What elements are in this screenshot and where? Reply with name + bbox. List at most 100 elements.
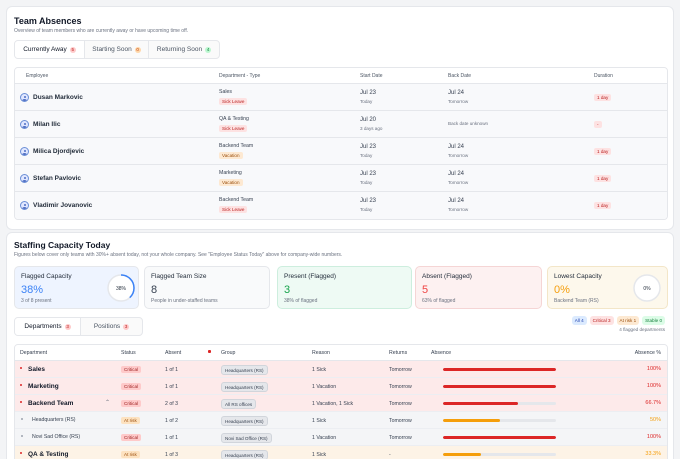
tab-count: 0 bbox=[134, 46, 141, 53]
back-date-relative: Tomorrow bbox=[448, 99, 469, 104]
status-filter-chip[interactable]: Stable 0 bbox=[642, 316, 665, 325]
absence-row[interactable]: Dusan Markovic Sales Sick Leave Jul 23 T… bbox=[15, 84, 667, 111]
status-filter-chip[interactable]: All 4 bbox=[571, 316, 587, 325]
start-date-relative: Today bbox=[360, 207, 373, 212]
absence-progress-fill bbox=[443, 453, 481, 456]
ring-label: 0% bbox=[643, 286, 651, 292]
employee-name[interactable]: Stefan Pavlovic bbox=[33, 175, 82, 182]
tab-departments[interactable]: Departments 3 bbox=[15, 318, 81, 335]
department-row[interactable]: Backend Team ⌃ Critical 2 of 3 All RS of… bbox=[15, 395, 667, 412]
absent-count: 2 of 3 bbox=[165, 400, 178, 407]
employee-name[interactable]: Milan Ilic bbox=[33, 121, 61, 128]
duration-badge: - bbox=[594, 121, 602, 128]
absence-reason: 1 Vacation bbox=[312, 434, 337, 441]
department-name[interactable]: Backend Team bbox=[28, 400, 74, 407]
ring-label: 38% bbox=[116, 286, 127, 292]
department-name[interactable]: Headquarters (RS) bbox=[32, 417, 76, 423]
col-back-date[interactable]: Back Date bbox=[448, 72, 472, 79]
absence-reason: 1 Sick bbox=[312, 417, 327, 424]
staffing-subtitle: Figures below cover only teams with 30%+… bbox=[14, 252, 343, 258]
user-avatar-icon bbox=[20, 201, 29, 210]
col-employee[interactable]: Employee bbox=[26, 72, 49, 79]
department-row[interactable]: QA & Testing At risk 1 of 3 Headquarters… bbox=[15, 446, 667, 459]
returns-date: Tomorrow bbox=[389, 400, 412, 407]
kpi-present-flagged: Present (Flagged) 3 38% of flagged bbox=[277, 266, 412, 309]
department-name[interactable]: Novi Sad Office (RS) bbox=[32, 434, 81, 440]
tab-starting-soon[interactable]: Starting Soon 0 bbox=[85, 41, 149, 58]
absence-percent: 100% bbox=[646, 366, 661, 372]
group-badge: All RS offices bbox=[221, 399, 257, 409]
col-start-date[interactable]: Start Date bbox=[360, 72, 383, 79]
col-department-type[interactable]: Department - Type bbox=[219, 72, 261, 79]
status-badge: Critical bbox=[121, 434, 142, 441]
col-absent[interactable]: Absent bbox=[165, 350, 182, 356]
row-bullet-icon bbox=[20, 452, 22, 454]
absent-count: 1 of 1 bbox=[165, 434, 178, 441]
tab-positions[interactable]: Positions 3 bbox=[81, 318, 142, 335]
absence-percent: 33.3% bbox=[645, 451, 661, 457]
department-name: Sales bbox=[219, 89, 232, 95]
team-absences-card: Team Absences Overview of team members w… bbox=[6, 6, 674, 230]
start-date-relative: Today bbox=[360, 153, 373, 158]
absence-progress-bar bbox=[443, 419, 556, 422]
group-badge: Headquarters (RS) bbox=[221, 365, 268, 375]
user-avatar-icon bbox=[20, 120, 29, 129]
col-returns[interactable]: Returns bbox=[389, 350, 408, 356]
kpi-note: 38% of flagged bbox=[284, 298, 318, 304]
col-department[interactable]: Department bbox=[20, 350, 48, 356]
department-sub-row[interactable]: Novi Sad Office (RS) Critical 1 of 1 Nov… bbox=[15, 429, 667, 446]
staffing-title: Staffing Capacity Today bbox=[14, 240, 111, 250]
status-filter-legend: All 4 Critical 3 At risk 1 Stable 0 bbox=[571, 316, 665, 325]
department-name: Marketing bbox=[219, 170, 242, 176]
kpi-label: Present (Flagged) bbox=[284, 273, 337, 280]
department-row[interactable]: Sales Critical 1 of 1 Headquarters (RS) … bbox=[15, 361, 667, 378]
kpi-flagged-capacity: Flagged Capacity 38% 3 of 8 present 38% bbox=[14, 266, 139, 309]
chevron-up-icon[interactable]: ⌃ bbox=[105, 400, 111, 406]
absence-percent: 50% bbox=[649, 417, 661, 423]
tab-count: 5 bbox=[69, 46, 76, 53]
absences-table: Employee Department - Type Start Date Ba… bbox=[14, 67, 668, 220]
absence-row[interactable]: Stefan Pavlovic Marketing Vacation Jul 2… bbox=[15, 165, 667, 192]
department-name: Backend Team bbox=[219, 197, 254, 203]
leave-type-badge: Sick Leave bbox=[219, 125, 248, 132]
row-bullet-icon bbox=[20, 384, 22, 386]
absence-row[interactable]: Milica Djordjevic Backend Team Vacation … bbox=[15, 138, 667, 165]
department-row[interactable]: Marketing Critical 1 of 1 Headquarters (… bbox=[15, 378, 667, 395]
user-avatar-icon bbox=[20, 147, 29, 156]
col-duration[interactable]: Duration bbox=[594, 72, 613, 79]
department-name[interactable]: Marketing bbox=[28, 383, 59, 390]
col-absence-pct[interactable]: Absence % bbox=[634, 350, 661, 356]
tab-returning-soon[interactable]: Returning Soon 4 bbox=[149, 41, 219, 58]
lowest-capacity-ring-chart: 0% bbox=[633, 274, 661, 302]
status-filter-chip[interactable]: At risk 1 bbox=[616, 316, 640, 325]
employee-name[interactable]: Vladimir Jovanovic bbox=[33, 202, 93, 209]
absence-reason: 1 Vacation, 1 Sick bbox=[312, 400, 354, 407]
department-name[interactable]: QA & Testing bbox=[28, 451, 69, 458]
returns-date: Tomorrow bbox=[389, 366, 412, 373]
start-date: Jul 20 bbox=[360, 117, 377, 123]
department-name[interactable]: Sales bbox=[28, 366, 45, 373]
employee-name[interactable]: Dusan Markovic bbox=[33, 94, 83, 101]
status-filter-chip[interactable]: Critical 3 bbox=[589, 316, 614, 325]
department-sub-row[interactable]: Headquarters (RS) At risk 1 of 2 Headqua… bbox=[15, 412, 667, 429]
tab-label: Starting Soon bbox=[92, 46, 132, 53]
start-date: Jul 23 bbox=[360, 198, 377, 204]
absence-reason: 1 Sick bbox=[312, 451, 327, 458]
absence-progress-fill bbox=[443, 385, 556, 388]
duration-badge: 1 day bbox=[594, 148, 612, 155]
department-name: Backend Team bbox=[219, 143, 254, 149]
returns-date: Tomorrow bbox=[389, 383, 412, 390]
kpi-label: Lowest Capacity bbox=[554, 273, 602, 280]
team-absences-subtitle: Overview of team members who are current… bbox=[14, 28, 189, 34]
col-group[interactable]: Group bbox=[221, 350, 236, 356]
col-reason[interactable]: Reason bbox=[312, 350, 330, 356]
tab-count: 3 bbox=[123, 323, 130, 330]
returns-date: Tomorrow bbox=[389, 434, 412, 441]
employee-name[interactable]: Milica Djordjevic bbox=[33, 148, 85, 155]
absence-row[interactable]: Vladimir Jovanovic Backend Team Sick Lea… bbox=[15, 192, 667, 219]
tab-currently-away[interactable]: Currently Away 5 bbox=[15, 41, 85, 58]
absence-row[interactable]: Milan Ilic QA & Testing Sick Leave Jul 2… bbox=[15, 111, 667, 138]
tab-count: 3 bbox=[64, 323, 71, 330]
col-absence[interactable]: Absence bbox=[431, 350, 452, 356]
col-status[interactable]: Status bbox=[121, 350, 136, 356]
